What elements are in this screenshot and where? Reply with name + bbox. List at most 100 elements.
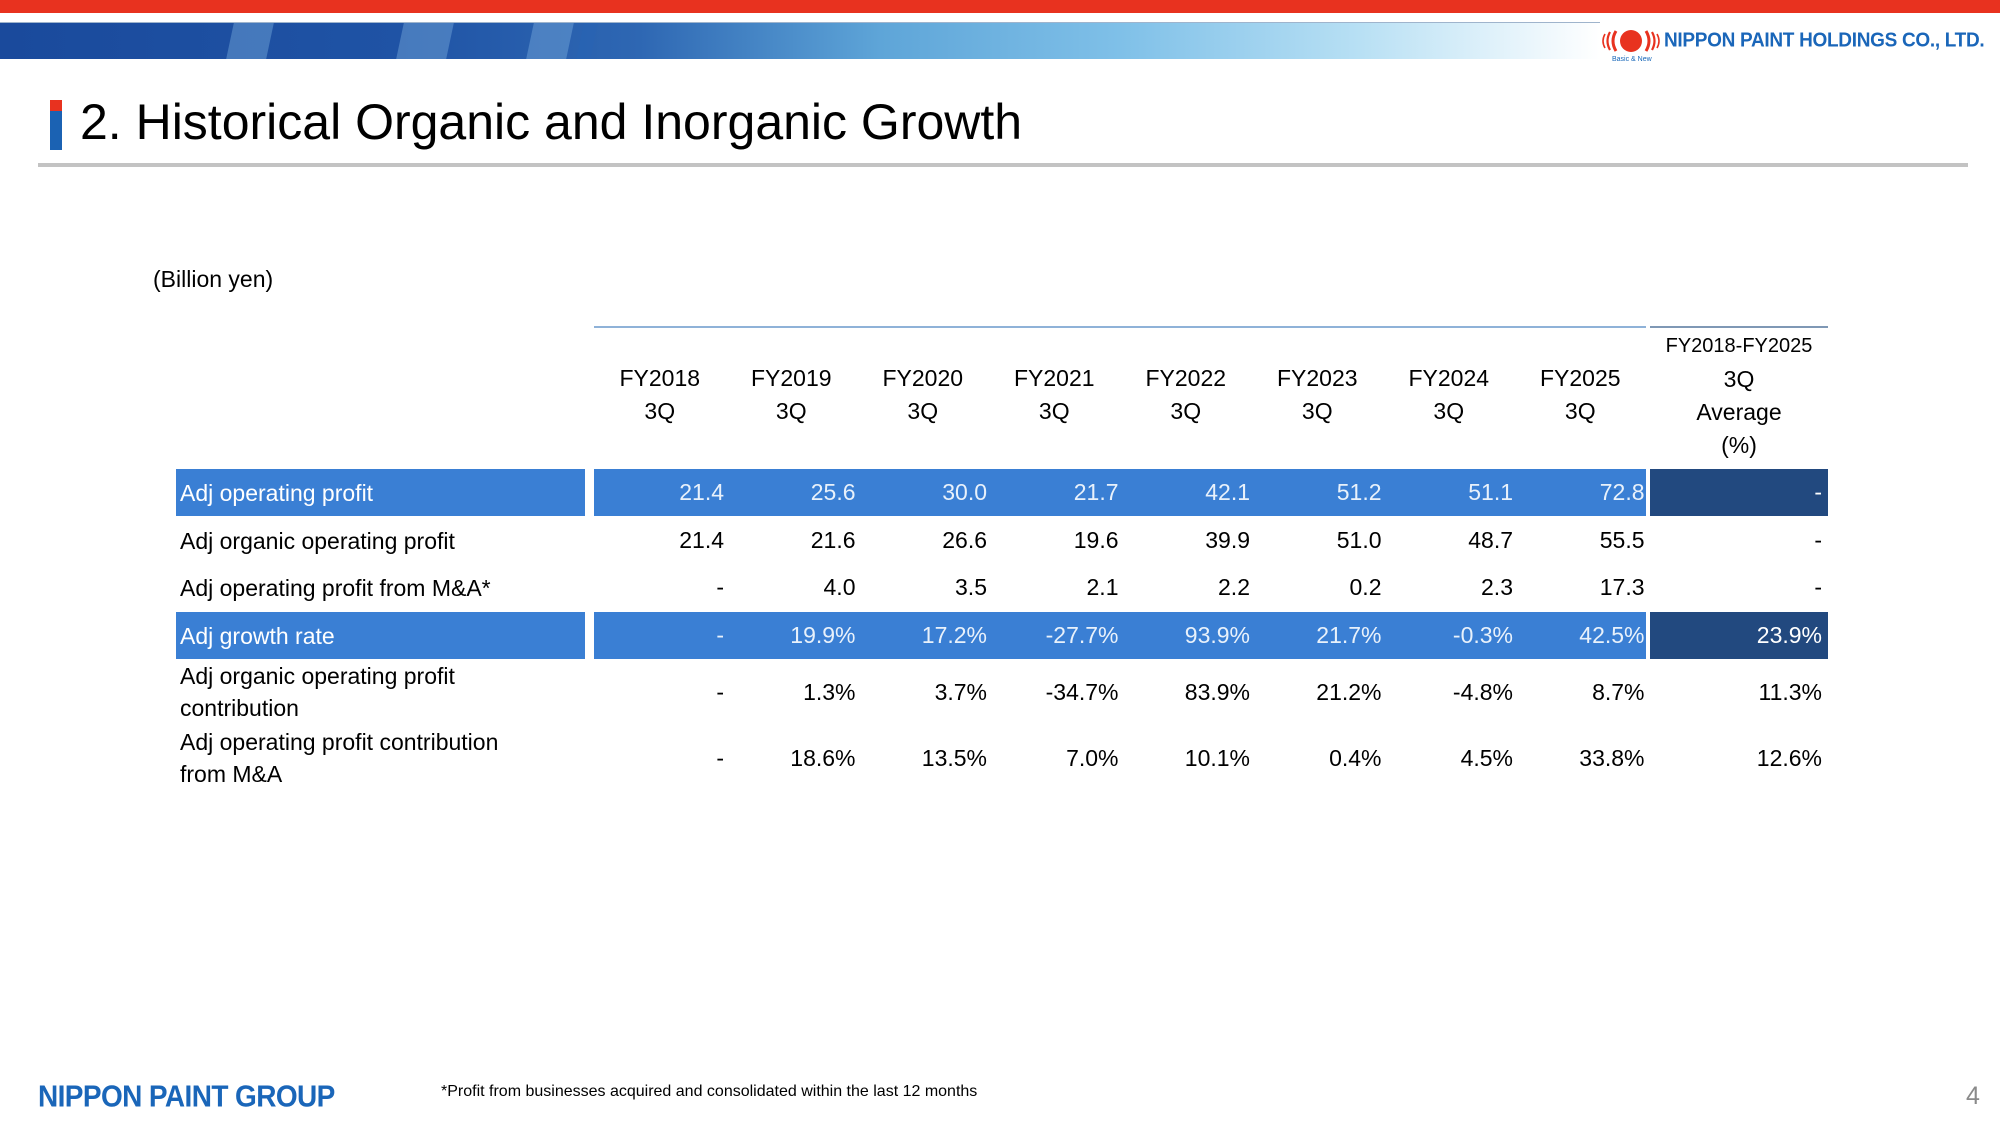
column-header: FY2022 3Q xyxy=(1120,362,1252,428)
value-cell: 13.5% xyxy=(921,744,987,771)
value-cell: 21.7% xyxy=(1316,622,1382,648)
value-cell: -0.3% xyxy=(1452,622,1513,648)
value-cell: 83.9% xyxy=(1184,678,1250,705)
value-cell: 0.2 xyxy=(1349,574,1382,600)
value-cell: 21.2% xyxy=(1316,678,1382,705)
banner-stripe xyxy=(576,23,598,59)
average-cell: - xyxy=(1650,469,1828,516)
page-title: 2. Historical Organic and Inorganic Grow… xyxy=(80,94,1023,150)
column-header-year: FY2025 xyxy=(1539,365,1621,391)
column-header-quarter: 3Q xyxy=(1038,398,1070,424)
column-header-quarter: 3Q xyxy=(775,398,807,424)
value-cell: 48.7 xyxy=(1468,527,1513,553)
column-header-quarter: 3Q xyxy=(1564,398,1596,424)
value-cell: 51.2 xyxy=(1336,479,1382,505)
row-label: Adj operating profit contribution from M… xyxy=(176,725,585,791)
footnote: *Profit from businesses acquired and con… xyxy=(441,1083,978,1100)
value-cell: 19.9% xyxy=(790,622,856,648)
column-header-year: FY2018 xyxy=(619,365,701,391)
column-header-year: FY2019 xyxy=(750,365,832,391)
logo-tagline: Basic & New xyxy=(1612,56,1652,63)
row-label: Adj organic operating profit contributio… xyxy=(176,659,585,725)
row-highlight xyxy=(594,612,1646,659)
value-cell: 3.7% xyxy=(934,678,987,705)
value-cell: -34.7% xyxy=(1045,678,1119,705)
value-cell: 2.1 xyxy=(1086,574,1119,600)
value-cell: 4.5% xyxy=(1460,744,1513,771)
group-logo: NIPPON PAINT GROUP xyxy=(38,1079,335,1114)
row-highlight xyxy=(594,469,1646,516)
value-cell: 39.9 xyxy=(1205,527,1250,553)
average-column-header: FY2018-FY2025 3Q Average (%) xyxy=(1650,330,1828,462)
row-label-text: Adj operating profit xyxy=(180,479,374,506)
column-header: FY2025 3Q xyxy=(1515,362,1647,428)
value-cell: 1.3% xyxy=(803,678,856,705)
column-header-quarter: 3Q xyxy=(907,398,939,424)
value-cell: 21.4 xyxy=(679,479,724,505)
page-number: 4 xyxy=(1966,1082,1980,1110)
unit-label: (Billion yen) xyxy=(153,266,274,292)
value-cell: 93.9% xyxy=(1184,622,1250,648)
value-cell: 17.2% xyxy=(921,622,987,648)
row-label: Adj operating profit xyxy=(176,469,585,516)
column-header-year: FY2024 xyxy=(1408,365,1490,391)
value-cell: 7.0% xyxy=(1066,744,1119,771)
column-header: FY2018 3Q xyxy=(594,362,726,428)
average-cell: - xyxy=(1814,527,1822,553)
row-label-text: Adj organic operating profit xyxy=(180,527,455,554)
company-name: NIPPON PAINT HOLDINGS CO., LTD. xyxy=(1664,29,1985,52)
value-cell: - xyxy=(716,744,724,771)
banner-stripe xyxy=(396,23,454,59)
average-cell: - xyxy=(1814,574,1822,600)
column-header-year: FY2020 xyxy=(882,365,964,391)
row-label: Adj organic operating profit xyxy=(176,517,585,564)
value-cell: 10.1% xyxy=(1184,744,1250,771)
row-label: Adj operating profit from M&A* xyxy=(176,564,585,611)
value-cell: -4.8% xyxy=(1452,678,1513,705)
row-label-text: Adj operating profit from M&A* xyxy=(180,574,491,601)
row-label-text: Adj organic operating profit contributio… xyxy=(180,663,455,721)
column-header-year: FY2022 xyxy=(1145,365,1227,391)
value-cell: 19.6 xyxy=(1073,527,1119,553)
value-cell: 25.6 xyxy=(810,479,856,505)
header-banner xyxy=(0,22,1600,59)
average-header-line: FY2018-FY2025 xyxy=(1665,335,1813,357)
value-cell: 21.6 xyxy=(810,527,856,553)
value-cell: 3.5 xyxy=(955,574,987,600)
column-header-year: FY2021 xyxy=(1013,365,1095,391)
value-cell: - xyxy=(716,622,724,648)
banner-stripe xyxy=(526,23,574,59)
value-cell: 4.0 xyxy=(823,574,856,600)
value-cell: 26.6 xyxy=(942,527,987,553)
value-cell: 17.3 xyxy=(1599,574,1645,600)
value-cell: 0.4% xyxy=(1329,744,1382,771)
column-header: FY2023 3Q xyxy=(1252,362,1384,428)
nippon-paint-logo-icon: Basic & New xyxy=(1600,26,1662,63)
value-cell: 33.8% xyxy=(1579,744,1645,771)
header-rule xyxy=(594,326,1646,328)
column-header-quarter: 3Q xyxy=(1433,398,1465,424)
column-header: FY2020 3Q xyxy=(857,362,989,428)
value-cell: 55.5 xyxy=(1599,527,1645,553)
title-divider xyxy=(38,163,1968,167)
value-cell: 18.6% xyxy=(790,744,856,771)
header-rule-average xyxy=(1650,326,1828,328)
value-cell: - xyxy=(716,574,724,600)
value-cell: -27.7% xyxy=(1045,622,1119,648)
value-cell: 51.1 xyxy=(1468,479,1513,505)
company-logo: Basic & New NIPPON PAINT HOLDINGS CO., L… xyxy=(1600,26,1985,66)
value-cell: 2.2 xyxy=(1218,574,1250,600)
value-cell: 21.4 xyxy=(679,527,724,553)
column-header: FY2019 3Q xyxy=(726,362,858,428)
value-cell: 72.8 xyxy=(1599,479,1645,505)
value-cell: 2.3 xyxy=(1481,574,1513,600)
value-cell: 42.5% xyxy=(1579,622,1645,648)
value-cell: 42.1 xyxy=(1205,479,1250,505)
average-cell: 23.9% xyxy=(1650,612,1828,659)
column-header-year: FY2023 xyxy=(1276,365,1358,391)
average-header-line: (%) xyxy=(1721,432,1757,458)
column-header: FY2024 3Q xyxy=(1383,362,1515,428)
row-label-text: Adj growth rate xyxy=(180,622,335,649)
average-header-line: Average xyxy=(1696,399,1782,425)
column-header-quarter: 3Q xyxy=(1170,398,1202,424)
